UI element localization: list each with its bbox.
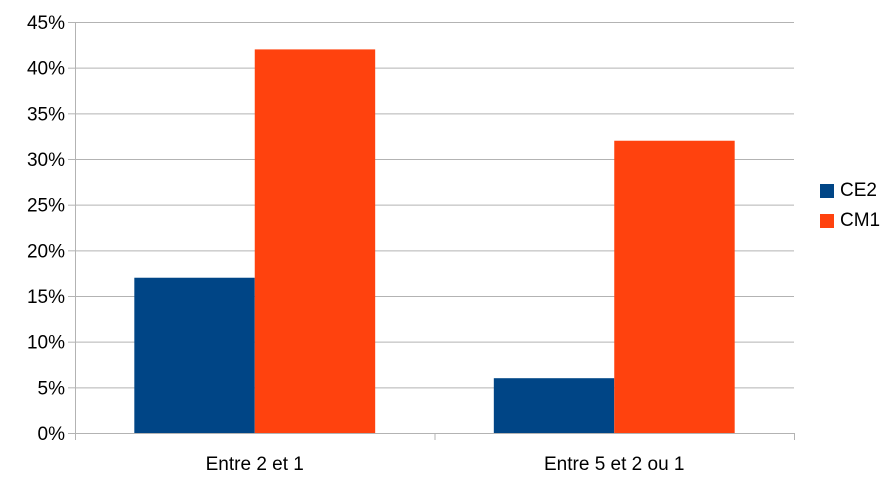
bar-cm1-1 (614, 140, 735, 433)
x-tick-label: Entre 5 et 2 ou 1 (544, 454, 685, 475)
y-tick-label: 15% (27, 287, 65, 308)
bar-ce2-1 (493, 378, 615, 433)
legend-swatch-ce2 (820, 184, 834, 198)
x-tick-label: Entre 2 et 1 (206, 454, 304, 475)
legend-label-ce2: CE2 (840, 180, 877, 201)
bars (134, 49, 735, 434)
y-tick-label: 20% (27, 241, 65, 262)
bar-ce2-0 (134, 277, 255, 433)
axes (68, 22, 795, 440)
legend-label-cm1: CM1 (840, 210, 881, 231)
legend-item-cm1: CM1 (820, 206, 880, 236)
y-tick-label: 25% (27, 196, 65, 217)
y-tick-label: 45% (27, 13, 65, 34)
y-tick-label: 35% (27, 104, 65, 125)
y-tick-label: 40% (27, 59, 65, 80)
y-tick-label: 30% (27, 150, 65, 171)
y-tick-label: 5% (38, 378, 66, 399)
bar-cm1-0 (254, 49, 376, 434)
y-tick-labels: 0% 5% 10% 15% 20% 25% 30% 35% 40% 45% (27, 13, 65, 445)
y-tick-label: 10% (27, 333, 65, 354)
y-tick-label: 0% (38, 424, 66, 445)
legend: CE2 CM1 (820, 176, 880, 236)
legend-item-ce2: CE2 (820, 176, 880, 206)
x-tick-labels: Entre 2 et 1 Entre 5 et 2 ou 1 (206, 454, 685, 475)
legend-swatch-cm1 (820, 214, 834, 228)
